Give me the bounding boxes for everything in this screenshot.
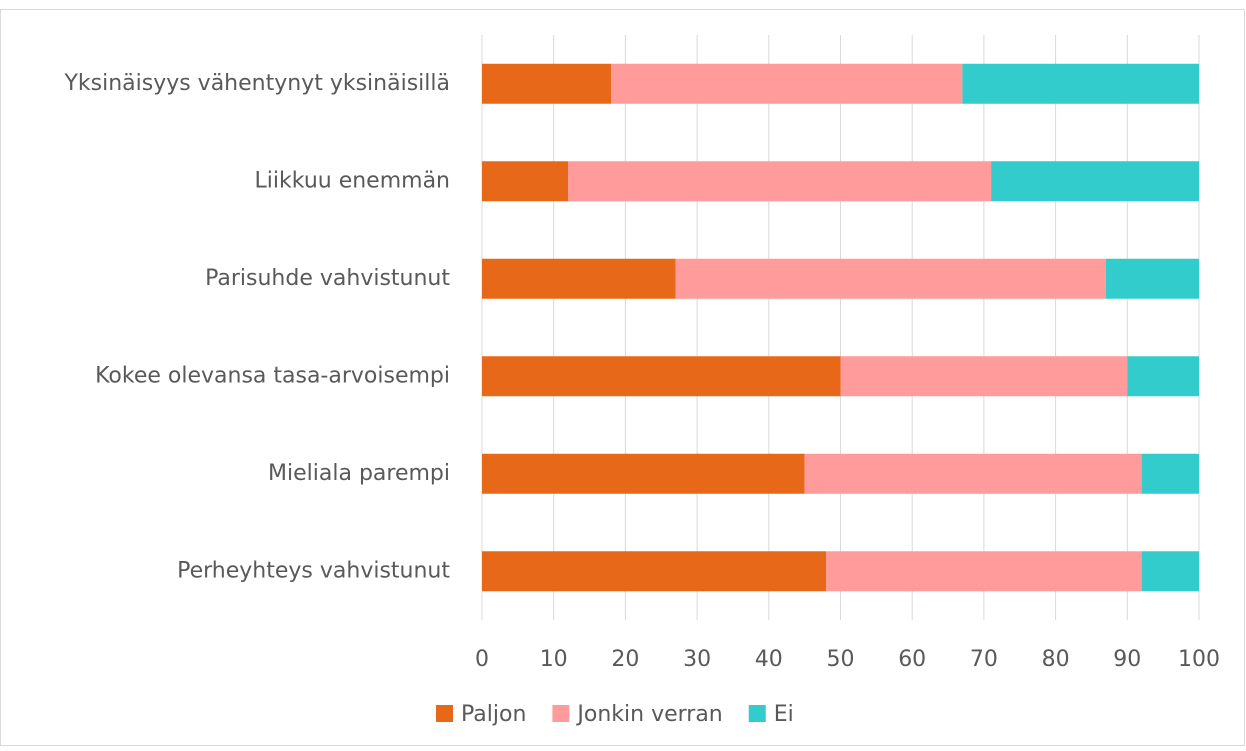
y-tick-label: Perheyhteys vahvistunut <box>177 558 450 583</box>
legend-swatch <box>552 705 570 722</box>
y-tick-label: Parisuhde vahvistunut <box>205 266 450 291</box>
x-tick-label: 60 <box>898 647 926 672</box>
bar-segment <box>482 356 841 397</box>
bar-segment <box>991 161 1199 202</box>
bar-segment <box>568 161 992 202</box>
y-tick-label: Kokee olevansa tasa-arvoisempi <box>95 363 450 388</box>
bar-segment <box>962 63 1199 104</box>
legend-swatch <box>436 705 453 722</box>
y-tick-label: Yksinäisyys vähentynyt yksinäisillä <box>63 71 450 96</box>
x-tick-label: 0 <box>475 647 489 672</box>
bar-segment <box>482 453 805 494</box>
bar-segment <box>675 258 1106 299</box>
bar-segment <box>1141 453 1199 494</box>
legend-swatch <box>748 705 766 722</box>
x-tick-label: 50 <box>827 647 855 672</box>
bar-segment <box>804 453 1142 494</box>
legend-label: Jonkin verran <box>575 702 722 727</box>
x-tick-label: 100 <box>1178 647 1220 672</box>
x-tick-label: 70 <box>970 647 998 672</box>
bar-segment <box>482 63 612 104</box>
x-tick-label: 90 <box>1113 647 1141 672</box>
y-tick-label: Liikkuu enemmän <box>255 168 450 193</box>
bar-segment <box>840 356 1128 397</box>
legend-label: Ei <box>774 702 794 727</box>
bar-segment <box>1127 356 1199 397</box>
x-tick-label: 20 <box>611 647 639 672</box>
legend-label: Paljon <box>461 702 526 727</box>
bar-segment <box>611 63 963 104</box>
bar-segment <box>482 551 827 592</box>
x-tick-label: 10 <box>540 647 568 672</box>
x-tick-label: 40 <box>755 647 783 672</box>
bar-segment <box>826 551 1142 592</box>
bar-segment <box>482 258 676 299</box>
x-tick-label: 30 <box>683 647 711 672</box>
y-tick-label: Mieliala parempi <box>268 461 450 486</box>
bar-segment <box>1141 551 1199 592</box>
x-tick-label: 80 <box>1042 647 1070 672</box>
bar-segment <box>1105 258 1199 299</box>
bar-segment <box>482 161 569 202</box>
